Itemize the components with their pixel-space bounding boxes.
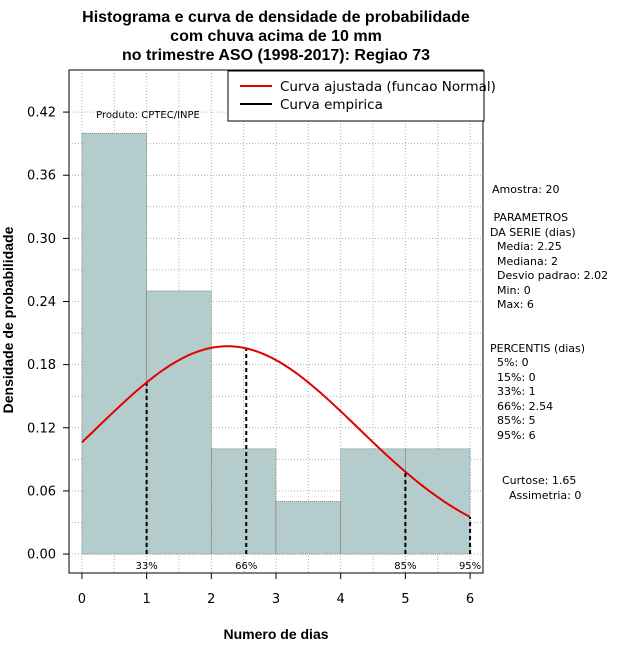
histogram-bars: [81, 132, 471, 555]
stat-media: Media: 2.25: [490, 240, 562, 253]
legend: Curva ajustada (funcao Normal) Curva emp…: [227, 70, 496, 122]
stat-p95: 95%: 6: [490, 429, 536, 442]
histogram-bar: [211, 448, 277, 555]
histogram-bar: [405, 448, 471, 555]
y-tick-label: 0.30: [27, 232, 56, 247]
y-axis-ticks: 0.00 0.06 0.12 0.18 0.24 0.30 0.36 0.42: [27, 106, 69, 563]
y-tick-label: 0.42: [27, 106, 56, 121]
stat-percentis-header: PERCENTIS (dias): [490, 342, 585, 355]
y-tick-label: 0.18: [27, 358, 56, 373]
x-tick-label: 3: [272, 592, 280, 607]
stat-max: Max: 6: [490, 298, 534, 311]
stat-mediana: Mediana: 2: [490, 255, 558, 268]
y-tick-label: 0.00: [27, 548, 56, 563]
fit-curve-line: [81, 345, 471, 518]
stat-desvio: Desvio padrao: 2.02: [490, 269, 608, 282]
x-tick-label: 4: [337, 592, 345, 607]
stat-param-header-2: DA SERIE (dias): [490, 226, 576, 239]
x-tick-label: 2: [207, 592, 215, 607]
legend-box: [227, 70, 485, 122]
chart-title-line-1: Histograma e curva de densidade de proba…: [82, 9, 470, 26]
stat-amostra: Amostra: 20: [492, 183, 559, 196]
x-tick-label: 5: [401, 592, 409, 607]
percentile-label: 85%: [394, 561, 416, 572]
y-axis-label: Densidade de probabilidade: [0, 226, 16, 413]
y-tick-label: 0.06: [27, 484, 56, 499]
histogram-bar: [146, 290, 212, 555]
product-annotation: Produto: CPTEC/INPE: [96, 110, 200, 121]
percentile-lines: 33% 66% 85% 95%: [136, 348, 481, 572]
legend-label-fit: Curva ajustada (funcao Normal): [280, 79, 496, 95]
stat-p15: 15%: 0: [490, 371, 536, 384]
x-axis-label: Numero de dias: [223, 626, 328, 642]
chart-title-line-2: com chuva acima de 10 mm: [170, 28, 382, 45]
y-tick-label: 0.36: [27, 169, 56, 184]
stat-p85: 85%: 5: [490, 414, 536, 427]
x-tick-label: 0: [78, 592, 86, 607]
stat-param-header-1: PARAMETROS: [490, 211, 568, 224]
percentile-label: 66%: [235, 561, 257, 572]
y-tick-label: 0.24: [27, 295, 56, 310]
histogram-bar: [275, 501, 341, 555]
stat-p66: 66%: 2.54: [490, 400, 553, 413]
x-axis-ticks: 0 1 2 3 4 5 6: [78, 573, 474, 607]
stat-curtose: Curtose: 1.65: [502, 474, 576, 487]
percentile-label: 95%: [459, 561, 481, 572]
histogram-bar: [81, 132, 147, 555]
chart-title-line-3: no trimestre ASO (1998-2017): Regiao 73: [122, 47, 430, 64]
normal-fit-curve: [81, 345, 471, 518]
x-tick-label: 1: [142, 592, 150, 607]
percentile-label: 33%: [136, 561, 158, 572]
stats-panel: Amostra: 20 PARAMETROS DA SERIE (dias) M…: [490, 183, 608, 502]
histogram-bar: [340, 448, 406, 555]
stat-assimetria: Assimetria: 0: [502, 489, 581, 502]
stat-min: Min: 0: [490, 284, 531, 297]
y-tick-label: 0.12: [27, 421, 56, 436]
stat-p33: 33%: 1: [490, 385, 536, 398]
legend-label-empirical: Curva empirica: [280, 97, 383, 113]
x-tick-label: 6: [466, 592, 474, 607]
stat-p5: 5%: 0: [490, 356, 529, 369]
